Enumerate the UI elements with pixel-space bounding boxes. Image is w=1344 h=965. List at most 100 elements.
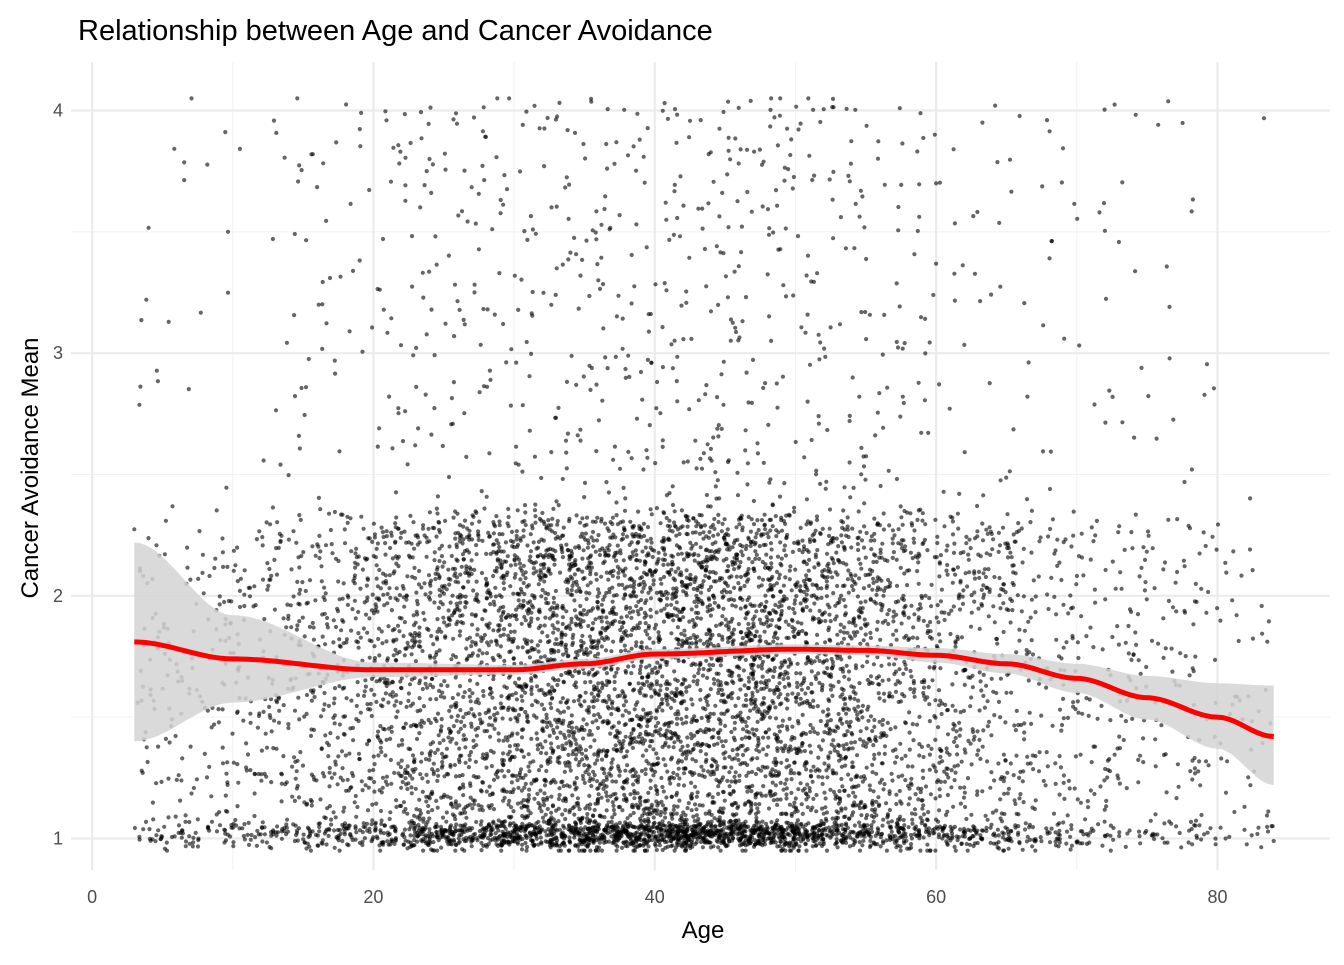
data-point	[1001, 526, 1005, 530]
data-point	[958, 727, 962, 731]
data-point	[1029, 722, 1033, 726]
data-point	[539, 840, 543, 844]
data-point	[621, 537, 625, 541]
data-point	[467, 753, 471, 757]
data-point	[506, 752, 510, 756]
data-point	[636, 510, 640, 514]
data-point	[598, 287, 602, 291]
data-point	[461, 541, 465, 545]
data-point	[207, 765, 211, 769]
data-point	[621, 347, 625, 351]
data-point	[1073, 707, 1077, 711]
data-point	[922, 755, 926, 759]
data-point	[598, 548, 602, 552]
data-point	[879, 484, 883, 488]
data-point	[561, 477, 565, 481]
data-point	[874, 735, 878, 739]
data-point	[869, 674, 873, 678]
data-point	[538, 789, 542, 793]
data-point	[451, 567, 455, 571]
data-point	[601, 699, 605, 703]
data-point	[1018, 792, 1022, 796]
data-point	[979, 679, 983, 683]
data-point	[508, 693, 512, 697]
data-point	[257, 529, 261, 533]
data-point	[446, 568, 450, 572]
data-point	[321, 280, 325, 284]
data-point	[962, 343, 966, 347]
data-point	[900, 621, 904, 625]
data-point	[515, 717, 519, 721]
data-point	[1127, 651, 1131, 655]
data-point	[510, 780, 514, 784]
data-point	[701, 537, 705, 541]
data-point	[698, 663, 702, 667]
data-point	[876, 826, 880, 830]
data-point	[788, 717, 792, 721]
data-point	[842, 637, 846, 641]
data-point	[850, 765, 854, 769]
data-point	[755, 518, 759, 522]
data-point	[909, 551, 913, 555]
data-point	[984, 575, 988, 579]
data-point	[967, 558, 971, 562]
data-point	[242, 822, 246, 826]
data-point	[377, 568, 381, 572]
data-point	[248, 712, 252, 716]
data-point	[440, 752, 444, 756]
data-point	[879, 551, 883, 555]
data-point	[769, 561, 773, 565]
data-point	[716, 303, 720, 307]
data-point	[814, 555, 818, 559]
data-point	[545, 725, 549, 729]
data-point	[737, 622, 741, 626]
data-point	[900, 757, 904, 761]
data-point	[507, 96, 511, 100]
data-point	[1155, 832, 1159, 836]
data-point	[568, 672, 572, 676]
data-point	[623, 496, 627, 500]
data-point	[470, 844, 474, 848]
data-point	[690, 702, 694, 706]
data-point	[495, 96, 499, 100]
data-point	[466, 219, 470, 223]
data-point	[485, 729, 489, 733]
data-point	[615, 513, 619, 517]
data-point	[319, 564, 323, 568]
data-point	[1007, 847, 1011, 851]
data-point	[706, 719, 710, 723]
data-point	[435, 511, 439, 515]
data-point	[553, 678, 557, 682]
data-point	[513, 576, 517, 580]
data-point	[909, 777, 913, 781]
data-point	[858, 606, 862, 610]
data-point	[375, 547, 379, 551]
data-point	[543, 778, 547, 782]
data-point	[575, 776, 579, 780]
data-point	[951, 581, 955, 585]
data-point	[544, 597, 548, 601]
data-point	[332, 810, 336, 814]
data-point	[1041, 449, 1045, 453]
data-point	[594, 572, 598, 576]
data-point	[865, 708, 869, 712]
data-point	[703, 392, 707, 396]
data-point	[665, 596, 669, 600]
data-point	[723, 765, 727, 769]
data-point	[341, 620, 345, 624]
data-point	[790, 725, 794, 729]
data-point	[1087, 714, 1091, 718]
data-point	[248, 594, 252, 598]
data-point	[869, 547, 873, 551]
data-point	[838, 629, 842, 633]
data-point	[858, 824, 862, 828]
data-point	[934, 262, 938, 266]
data-point	[411, 702, 415, 706]
data-point	[956, 512, 960, 516]
data-point	[423, 592, 427, 596]
data-point	[781, 283, 785, 287]
data-point	[431, 642, 435, 646]
data-point	[951, 532, 955, 536]
data-point	[410, 791, 414, 795]
data-point	[788, 803, 792, 807]
